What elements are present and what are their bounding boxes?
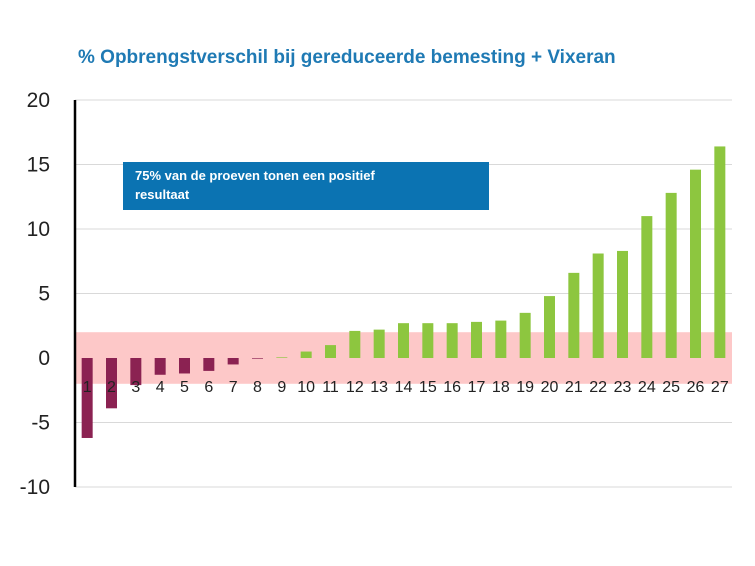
bar-13 (373, 329, 385, 358)
x-tick-label: 22 (589, 379, 607, 396)
x-tick-label: 19 (516, 379, 534, 396)
x-tick-label: 12 (346, 379, 364, 396)
bar-19 (519, 312, 531, 358)
bar-6 (203, 358, 215, 371)
x-tick-label: 4 (156, 379, 165, 396)
bar-25 (665, 192, 677, 358)
y-tick-label: -10 (20, 476, 50, 499)
bar-27 (714, 146, 726, 358)
bar-3 (130, 358, 142, 386)
x-tick-label: 13 (370, 379, 388, 396)
x-tick-label: 14 (395, 379, 413, 396)
x-tick-label: 21 (565, 379, 583, 396)
x-tick-label: 24 (638, 379, 656, 396)
bar-5 (179, 358, 190, 374)
bar-20 (544, 296, 555, 358)
y-tick-label: 20 (27, 89, 50, 112)
x-tick-label: 17 (468, 379, 486, 396)
bar-12 (349, 330, 361, 358)
x-tick-label: 2 (107, 379, 116, 396)
bar-14 (398, 323, 409, 358)
bar-11 (325, 345, 336, 358)
bars (81, 146, 726, 438)
x-tick-label: 26 (687, 379, 705, 396)
x-tick-label: 15 (419, 379, 437, 396)
annotation-line-2: resultaat (135, 187, 190, 202)
x-tick-label: 16 (443, 379, 461, 396)
x-tick-labels: 1 2 3 4 5 6 7 8 9 10 11 12 13 14 15 16 17 18 19 20 21 22 23 24 2… (83, 379, 729, 396)
chart-title: % Opbrengstverschil bij gereduceerde bem… (78, 47, 616, 68)
x-tick-label: 27 (711, 379, 729, 396)
bar-22 (592, 253, 604, 358)
bar-24 (641, 216, 653, 358)
bar-23 (617, 250, 628, 358)
x-tick-label: 5 (180, 379, 189, 396)
x-tick-label: 18 (492, 379, 510, 396)
y-tick-label: 10 (27, 218, 50, 241)
annotation-box: 75% van de proeven tonen een positief re… (123, 162, 489, 210)
bar-2 (106, 358, 117, 409)
x-tick-label: 11 (322, 379, 339, 396)
bar-4 (154, 358, 166, 375)
x-tick-label: 1 (83, 379, 92, 396)
y-tick-label: 0 (38, 347, 50, 370)
annotation-background (123, 162, 489, 210)
bar-21 (568, 272, 580, 358)
x-tick-label: 9 (277, 379, 286, 396)
bar-9 (276, 357, 288, 358)
x-tick-label: 7 (229, 379, 238, 396)
bar-7 (227, 358, 239, 365)
bar-18 (495, 320, 507, 358)
y-axis: 20 15 10 5 0 -5 -10 (20, 89, 77, 499)
bar-1 (81, 358, 93, 438)
y-tick-label: 15 (27, 154, 50, 177)
x-tick-label: 25 (662, 379, 680, 396)
annotation-line-1: 75% van de proeven tonen een positief (135, 168, 376, 183)
x-tick-label: 6 (204, 379, 213, 396)
bar-17 (471, 321, 482, 358)
x-tick-label: 10 (297, 379, 315, 396)
x-tick-label: 20 (541, 379, 559, 396)
bar-8 (252, 358, 263, 359)
bar-15 (422, 323, 434, 358)
x-tick-label: 23 (614, 379, 632, 396)
x-tick-label: 8 (253, 379, 262, 396)
y-tick-label: 5 (38, 283, 50, 306)
gridlines (75, 99, 732, 488)
bar-10 (300, 351, 312, 358)
bar-16 (446, 323, 458, 358)
y-tick-label: -5 (31, 412, 50, 435)
bar-26 (690, 169, 701, 358)
x-tick-label: 3 (131, 379, 140, 396)
